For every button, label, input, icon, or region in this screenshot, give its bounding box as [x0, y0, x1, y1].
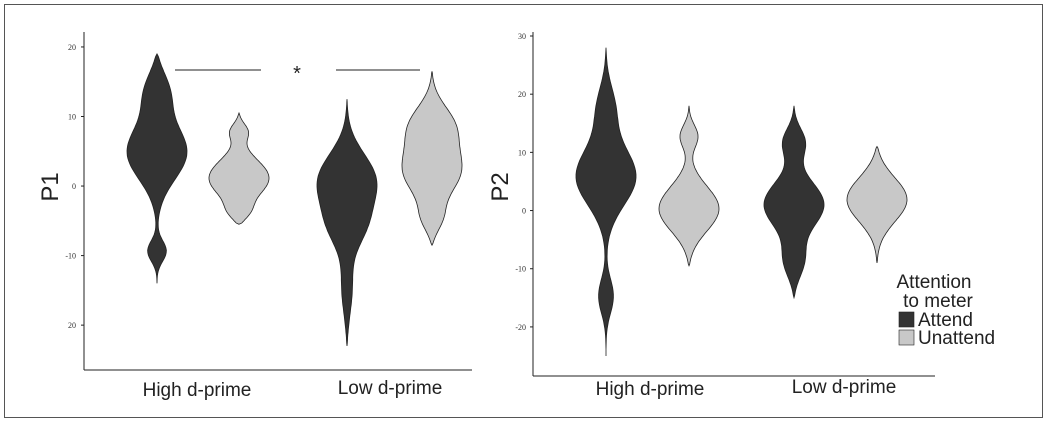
right-y-axis-label: P2	[487, 172, 514, 201]
right-category-low: Low d-prime	[792, 377, 897, 398]
left-panel: P1 20 10 0 -10 20 High d-prime Low d-prime *	[37, 32, 472, 401]
legend-label-unattend: Unattend	[918, 328, 995, 349]
right-category-high: High d-prime	[596, 379, 705, 400]
right-violin-unattend-high	[658, 105, 720, 267]
right-violins	[575, 47, 908, 356]
left-category-low: Low d-prime	[338, 378, 443, 399]
right-panel: P2 30 20 10 0 -10 -20 High d-prime Low d-prim…	[487, 32, 995, 400]
right-violin-unattend-low	[846, 145, 908, 263]
left-y-tick-label: 20	[68, 321, 76, 330]
left-violin-attend-high	[126, 53, 188, 284]
legend-swatch-attend	[898, 311, 915, 328]
left-y-tick-label: -10	[65, 252, 76, 261]
left-y-tick-label: 0	[72, 182, 76, 191]
right-y-tick-label: 30	[518, 32, 526, 41]
left-y-tick-label: 20	[68, 43, 76, 52]
left-violin-attend-low	[316, 99, 378, 347]
legend-label-attend: Attend	[918, 310, 973, 331]
legend-title-line2: to meter	[903, 291, 973, 312]
significance-star: *	[293, 63, 301, 85]
left-violin-unattend-high	[208, 111, 270, 225]
right-y-ticks: 30 20 10 0 -10 -20	[515, 32, 533, 332]
left-violin-unattend-low	[401, 71, 463, 247]
right-y-tick-label: -10	[515, 265, 526, 274]
right-violin-attend-high	[575, 47, 637, 356]
legend-swatch-unattend	[898, 329, 915, 346]
figure-frame	[4, 4, 1043, 418]
right-violin-attend-low	[763, 105, 825, 300]
legend-title-line1: Attention	[897, 272, 972, 293]
left-violins	[126, 53, 463, 347]
right-y-tick-label: 20	[518, 90, 526, 99]
right-y-tick-label: -20	[515, 323, 526, 332]
right-y-tick-label: 10	[518, 148, 526, 157]
left-y-ticks: 20 10 0 -10 20	[65, 43, 84, 330]
left-category-high: High d-prime	[143, 380, 252, 401]
right-y-tick-label: 0	[522, 207, 526, 216]
left-y-tick-label: 10	[68, 113, 76, 122]
left-y-axis-label: P1	[37, 172, 64, 201]
legend: Attention to meter Attend Unattend	[897, 272, 996, 349]
